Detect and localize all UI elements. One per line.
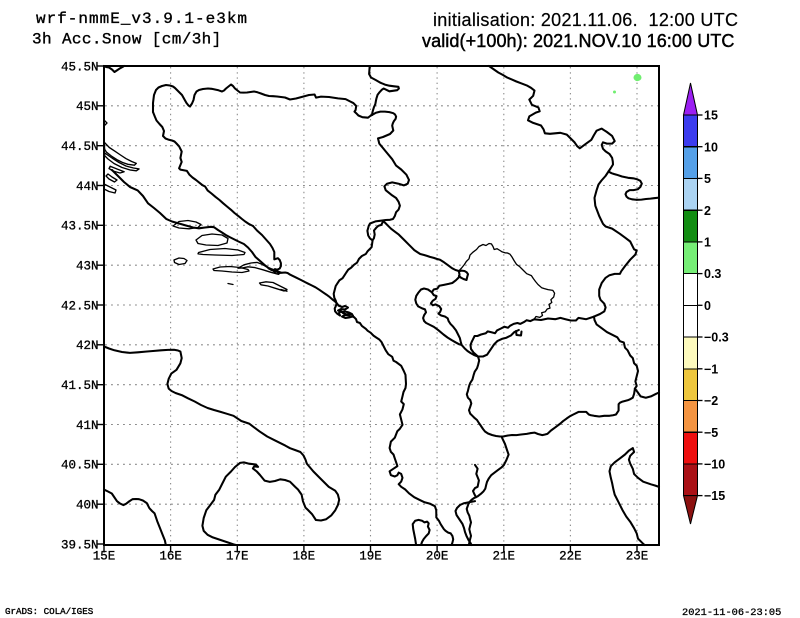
svg-text:−2: −2 (704, 394, 718, 408)
svg-text:42.5N: 42.5N (61, 299, 99, 313)
svg-text:15E: 15E (93, 549, 116, 563)
svg-text:43N: 43N (76, 260, 99, 274)
svg-text:18E: 18E (293, 549, 316, 563)
svg-text:−0.3: −0.3 (704, 331, 729, 345)
svg-text:valid(+100h): 2021.NOV.10 16:0: valid(+100h): 2021.NOV.10 16:00 UTC (422, 31, 735, 51)
svg-text:41.5N: 41.5N (61, 379, 99, 393)
svg-text:45N: 45N (76, 100, 99, 114)
svg-text:16E: 16E (159, 549, 182, 563)
svg-text:45.5N: 45.5N (61, 60, 99, 74)
svg-text:15: 15 (704, 109, 718, 123)
svg-text:22E: 22E (559, 549, 582, 563)
svg-text:3h Acc.Snow [cm/3h]: 3h Acc.Snow [cm/3h] (32, 31, 222, 49)
svg-text:−1: −1 (704, 362, 718, 376)
svg-text:10: 10 (704, 140, 718, 154)
svg-text:20E: 20E (426, 549, 449, 563)
svg-text:1: 1 (704, 236, 711, 250)
svg-text:23E: 23E (626, 549, 649, 563)
svg-text:2: 2 (704, 204, 711, 218)
svg-text:0: 0 (704, 299, 711, 313)
svg-text:17E: 17E (226, 549, 249, 563)
svg-text:5: 5 (704, 172, 711, 186)
svg-text:41N: 41N (76, 419, 99, 433)
svg-text:39.5N: 39.5N (61, 538, 99, 552)
svg-text:44N: 44N (76, 180, 99, 194)
svg-text:−15: −15 (704, 489, 725, 503)
svg-text:19E: 19E (359, 549, 382, 563)
svg-text:initialisation: 2021.11.06. 1: initialisation: 2021.11.06. 12:00 UTC (433, 10, 738, 30)
svg-text:2021-11-06-23:05: 2021-11-06-23:05 (682, 607, 781, 618)
svg-text:42N: 42N (76, 339, 99, 353)
svg-text:0.3: 0.3 (704, 267, 721, 281)
svg-text:−10: −10 (704, 458, 725, 472)
svg-text:44.5N: 44.5N (61, 140, 99, 154)
svg-text:40N: 40N (76, 499, 99, 513)
svg-text:GrADS: COLA/IGES: GrADS: COLA/IGES (5, 606, 94, 617)
svg-text:−5: −5 (704, 426, 718, 440)
svg-text:21E: 21E (493, 549, 516, 563)
svg-text:wrf-nmmE_v3.9.1-e3km: wrf-nmmE_v3.9.1-e3km (36, 10, 248, 28)
svg-text:40.5N: 40.5N (61, 459, 99, 473)
svg-text:43.5N: 43.5N (61, 220, 99, 234)
